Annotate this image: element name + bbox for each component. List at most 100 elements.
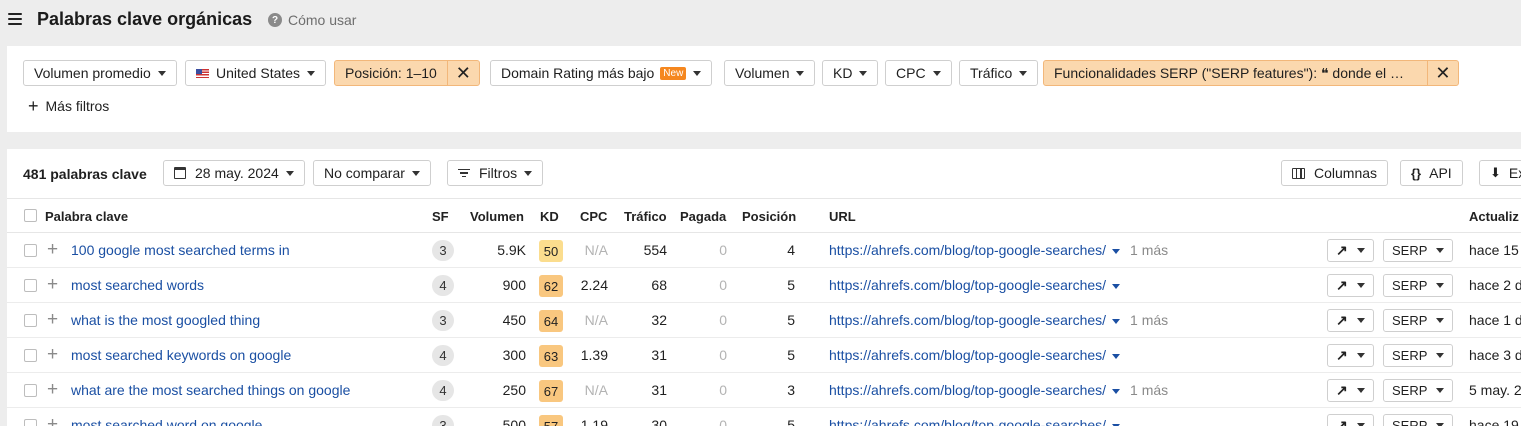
col-keyword[interactable]: Palabra clave	[45, 209, 129, 224]
col-paid[interactable]: Pagada	[680, 209, 727, 224]
serp-dropdown[interactable]: SERP	[1383, 309, 1453, 332]
row-checkbox[interactable]	[24, 384, 37, 397]
chevron-down-icon[interactable]	[1112, 283, 1121, 289]
serp-label: SERP	[1392, 383, 1428, 398]
serp-dropdown[interactable]: SERP	[1383, 379, 1453, 402]
keyword-link[interactable]: most searched word on google	[71, 417, 263, 426]
serp-dropdown[interactable]: SERP	[1383, 414, 1453, 426]
col-updated[interactable]: Actualiz	[1469, 209, 1519, 224]
country-dropdown[interactable]: United States	[185, 60, 327, 86]
chevron-down-icon[interactable]	[1112, 318, 1121, 324]
trend-dropdown[interactable]: ↗	[1327, 309, 1374, 332]
url-link[interactable]: https://ahrefs.com/blog/top-google-searc…	[829, 277, 1107, 293]
row-checkbox[interactable]	[24, 314, 37, 327]
trend-dropdown[interactable]: ↗	[1327, 344, 1374, 367]
row-checkbox[interactable]	[24, 279, 37, 292]
serp-dropdown[interactable]: SERP	[1383, 344, 1453, 367]
url-link[interactable]: https://ahrefs.com/blog/top-google-searc…	[829, 312, 1107, 328]
chevron-down-icon[interactable]	[1112, 353, 1121, 359]
more-filters-button[interactable]: + Más filtros	[28, 97, 109, 115]
keyword-link[interactable]: most searched keywords on google	[71, 347, 292, 363]
chevron-down-icon	[1436, 423, 1445, 426]
keyword-link[interactable]: what is the most googled thing	[71, 312, 261, 328]
traffic-dropdown[interactable]: Tráfico	[959, 60, 1039, 86]
url-cell: https://ahrefs.com/blog/top-google-searc…	[829, 242, 1168, 258]
table-row: + most searched word on google 3 500 57 …	[7, 408, 1521, 426]
sf-badge[interactable]: 3	[432, 415, 454, 426]
serp-features-filter[interactable]: Funcionalidades SERP ("SERP features"): …	[1043, 60, 1459, 86]
plus-icon[interactable]: +	[47, 239, 59, 260]
serp-dropdown[interactable]: SERP	[1383, 239, 1453, 262]
plus-icon[interactable]: +	[47, 379, 59, 400]
volume-value: 500	[502, 417, 526, 426]
volume-mode-dropdown[interactable]: Volumen promedio	[23, 60, 177, 86]
more-urls-link[interactable]: 1 más	[1130, 382, 1169, 398]
col-traffic[interactable]: Tráfico	[624, 209, 667, 224]
row-checkbox[interactable]	[24, 244, 37, 257]
serp-dropdown[interactable]: SERP	[1383, 274, 1453, 297]
col-url[interactable]: URL	[829, 209, 856, 224]
new-badge: New	[660, 66, 687, 80]
trend-dropdown[interactable]: ↗	[1327, 414, 1374, 426]
trend-dropdown[interactable]: ↗	[1327, 379, 1374, 402]
sf-badge[interactable]: 4	[432, 345, 454, 366]
trend-dropdown[interactable]: ↗	[1327, 239, 1374, 262]
more-urls-link[interactable]: 1 más	[1130, 242, 1169, 258]
more-urls-link[interactable]: 1 más	[1130, 312, 1169, 328]
col-kd[interactable]: KD	[540, 209, 559, 224]
chevron-down-icon	[1356, 248, 1365, 253]
sf-badge[interactable]: 4	[432, 275, 454, 296]
col-cpc[interactable]: CPC	[580, 209, 608, 224]
country-label: United States	[216, 65, 301, 81]
compare-dropdown[interactable]: No comparar	[313, 160, 431, 186]
chevron-down-icon[interactable]	[1112, 248, 1121, 254]
export-button[interactable]: ⬇ Ex	[1479, 160, 1521, 186]
updated-value: hace 2 d	[1469, 277, 1521, 293]
url-link[interactable]: https://ahrefs.com/blog/top-google-searc…	[829, 347, 1107, 363]
volume-dropdown[interactable]: Volumen	[724, 60, 816, 86]
chevron-down-icon[interactable]	[1112, 423, 1121, 426]
sf-badge[interactable]: 3	[432, 240, 454, 261]
sf-badge[interactable]: 4	[432, 380, 454, 401]
col-sf[interactable]: SF	[432, 209, 449, 224]
position-value: 3	[787, 382, 795, 398]
col-position[interactable]: Posición	[742, 209, 797, 224]
row-checkbox[interactable]	[24, 419, 37, 426]
url-link[interactable]: https://ahrefs.com/blog/top-google-searc…	[829, 242, 1107, 258]
sf-badge[interactable]: 3	[432, 310, 454, 331]
keyword-link[interactable]: most searched words	[71, 277, 205, 293]
table-row: + most searched words 4 900 62 2.24 68 0…	[7, 268, 1521, 303]
url-link[interactable]: https://ahrefs.com/blog/top-google-searc…	[829, 382, 1107, 398]
close-icon[interactable]: ✕	[446, 61, 479, 85]
plus-icon[interactable]: +	[47, 309, 59, 330]
select-all-checkbox[interactable]	[24, 209, 37, 222]
chevron-down-icon[interactable]	[1112, 388, 1121, 394]
filters-button[interactable]: Filtros	[447, 160, 544, 186]
paid-value: 0	[719, 312, 727, 328]
chevron-down-icon	[1436, 248, 1445, 253]
col-volume[interactable]: Volumen	[470, 209, 524, 224]
plus-icon[interactable]: +	[47, 274, 59, 295]
position-filter[interactable]: Posición: 1–10 ✕	[334, 60, 480, 86]
plus-icon[interactable]: +	[47, 414, 59, 426]
url-link[interactable]: https://ahrefs.com/blog/top-google-searc…	[829, 417, 1107, 426]
updated-value: 5 may. 2	[1469, 382, 1521, 398]
date-picker[interactable]: 28 may. 2024	[163, 160, 305, 186]
cpc-value: N/A	[584, 242, 608, 258]
close-icon[interactable]: ✕	[1426, 61, 1458, 85]
keyword-link[interactable]: what are the most searched things on goo…	[71, 382, 351, 398]
position-value: 5	[787, 417, 795, 426]
trend-dropdown[interactable]: ↗	[1327, 274, 1374, 297]
cpc-dropdown[interactable]: CPC	[885, 60, 952, 86]
paid-value: 0	[719, 382, 727, 398]
api-button[interactable]: {} API	[1400, 160, 1463, 186]
menu-icon[interactable]	[8, 13, 22, 25]
traffic-value: 554	[643, 242, 667, 258]
row-checkbox[interactable]	[24, 349, 37, 362]
help-link[interactable]: ? Cómo usar	[268, 12, 356, 28]
keyword-link[interactable]: 100 google most searched terms in	[71, 242, 290, 258]
domain-rating-dropdown[interactable]: Domain Rating más bajo New	[490, 60, 713, 86]
plus-icon[interactable]: +	[47, 344, 59, 365]
kd-dropdown[interactable]: KD	[822, 60, 879, 86]
columns-button[interactable]: Columnas	[1281, 160, 1389, 186]
